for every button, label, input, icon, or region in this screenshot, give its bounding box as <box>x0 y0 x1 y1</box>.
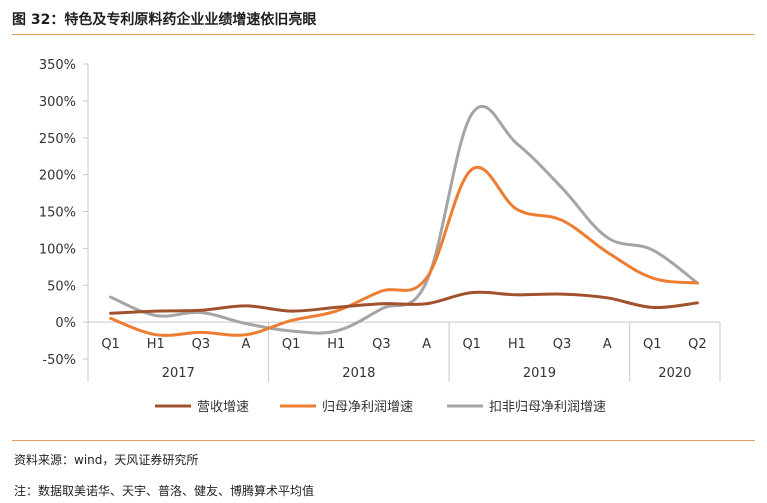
x-tick-label: Q1 <box>643 337 662 352</box>
series-line <box>109 104 699 335</box>
legend-label: 营收增速 <box>197 400 249 415</box>
footnote: 注：数据取美诺华、天宇、普洛、健友、博腾算术平均值 <box>14 484 315 498</box>
y-axis-labels: 350% 300% 250% 200% 150% 100% 50% 0% -50% <box>39 58 76 368</box>
x-tick-label: H1 <box>147 337 165 352</box>
x-tick-label: H1 <box>327 337 345 352</box>
title-divider <box>12 34 755 35</box>
legend-label: 归母净利润增速 <box>322 400 413 415</box>
x-tick-label: Q1 <box>282 337 301 352</box>
legend: 营收增速 归母净利润增速 扣非归母净利润增速 <box>155 400 606 415</box>
x-axis-labels: Q1 H1 Q3 A Q1 H1 Q3 A Q1 H1 Q3 A Q1 Q2 2017 2018 2019 202… <box>101 337 706 381</box>
x-group-label: 2018 <box>342 366 375 381</box>
series-line <box>109 290 699 315</box>
footer-divider <box>12 440 755 441</box>
x-tick-label: Q3 <box>372 337 391 352</box>
x-tick-label: Q1 <box>462 337 481 352</box>
x-tick-label: A <box>242 337 251 352</box>
x-tick-label: A <box>603 337 612 352</box>
series-lines <box>109 104 699 337</box>
x-group-label: 2020 <box>658 366 691 381</box>
x-tick-label: H1 <box>508 337 526 352</box>
x-tick-label: Q3 <box>192 337 211 352</box>
y-tick-label: 200% <box>39 169 76 184</box>
y-tick-label: 350% <box>39 58 76 73</box>
x-tick-label: A <box>422 337 431 352</box>
x-tick-label: Q2 <box>688 337 707 352</box>
chart-axes <box>83 63 721 382</box>
legend-label: 扣非归母净利润增速 <box>489 400 606 415</box>
x-tick-label: Q3 <box>553 337 572 352</box>
figure-title: 图 32：特色及专利原料药企业业绩增速依旧亮眼 <box>12 12 317 28</box>
y-tick-label: -50% <box>42 353 76 368</box>
source-note: 资料来源：wind，天风证券研究所 <box>14 453 199 467</box>
series-line <box>109 165 699 337</box>
x-group-label: 2019 <box>523 366 556 381</box>
y-tick-label: 150% <box>39 206 76 221</box>
y-tick-label: 0% <box>55 316 76 331</box>
line-chart: 350% 300% 250% 200% 150% 100% 50% 0% -50% Q1 H1 Q3… <box>39 58 721 415</box>
x-tick-label: Q1 <box>101 337 120 352</box>
y-tick-label: 250% <box>39 132 76 147</box>
y-tick-label: 100% <box>39 242 76 257</box>
y-tick-label: 50% <box>47 279 76 294</box>
x-group-label: 2017 <box>162 366 195 381</box>
y-tick-label: 300% <box>39 95 76 110</box>
